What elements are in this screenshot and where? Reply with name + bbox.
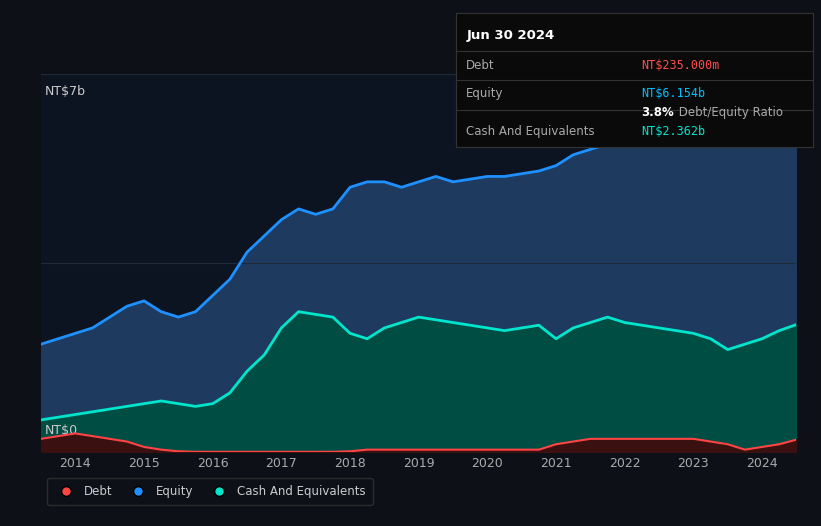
Text: Cash And Equivalents: Cash And Equivalents (466, 125, 595, 138)
Text: 3.8%: 3.8% (641, 106, 674, 119)
Text: NT$235.000m: NT$235.000m (641, 59, 720, 72)
Text: Jun 30 2024: Jun 30 2024 (466, 29, 555, 42)
Text: NT$2.362b: NT$2.362b (641, 125, 705, 138)
Text: NT$0: NT$0 (45, 424, 78, 437)
Text: NT$6.154b: NT$6.154b (641, 87, 705, 100)
Text: Equity: Equity (466, 87, 504, 100)
Text: NT$7b: NT$7b (45, 85, 86, 98)
Text: Debt/Equity Ratio: Debt/Equity Ratio (676, 106, 783, 119)
Legend: Debt, Equity, Cash And Equivalents: Debt, Equity, Cash And Equivalents (47, 478, 373, 505)
Text: Debt: Debt (466, 59, 495, 72)
